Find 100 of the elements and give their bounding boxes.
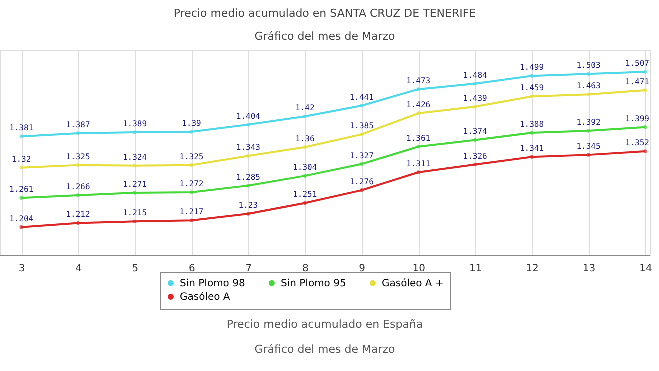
data-label: 1.439 xyxy=(463,94,488,103)
data-label: 1.204 xyxy=(10,214,34,224)
point xyxy=(473,138,478,142)
x-tick-label: 3 xyxy=(18,264,26,274)
data-label: 1.473 xyxy=(406,76,431,86)
x-tick-label: 13 xyxy=(582,264,596,274)
point xyxy=(76,221,80,226)
data-label: 1.399 xyxy=(625,114,650,124)
data-label: 1.381 xyxy=(10,124,34,133)
point xyxy=(246,122,250,127)
point xyxy=(303,146,308,150)
point xyxy=(530,131,534,135)
data-label: 1.36 xyxy=(296,134,315,144)
point xyxy=(416,88,420,92)
x-tick-label: 6 xyxy=(189,264,196,274)
data-label: 1.325 xyxy=(180,152,204,162)
point xyxy=(416,144,420,149)
point xyxy=(190,190,194,194)
data-label: 1.304 xyxy=(293,163,318,172)
point xyxy=(190,163,194,168)
text: Gráfico del mes de Marzo xyxy=(254,343,396,356)
data-label: 1.459 xyxy=(520,84,544,93)
data-label: 1.272 xyxy=(180,179,204,188)
x-tick-label: 14 xyxy=(640,264,652,274)
point xyxy=(133,130,137,134)
data-label: 1.499 xyxy=(520,63,544,72)
point xyxy=(586,129,591,133)
data-label: 1.39 xyxy=(182,119,202,128)
point xyxy=(644,126,648,130)
data-label: 1.217 xyxy=(180,208,204,217)
x-tick-label: 4 xyxy=(76,264,82,274)
point xyxy=(246,184,250,188)
data-label: 1.326 xyxy=(463,152,488,161)
data-label: 1.325 xyxy=(66,152,90,162)
point xyxy=(473,105,478,109)
point xyxy=(530,74,534,78)
data-label: 1.251 xyxy=(293,190,318,200)
point xyxy=(246,212,250,216)
data-label: 1.352 xyxy=(625,138,650,148)
data-label: 1.42 xyxy=(296,104,315,113)
point xyxy=(20,196,24,200)
point xyxy=(473,162,478,167)
x-tick-label: 7 xyxy=(246,264,252,274)
point xyxy=(133,191,137,195)
data-label: 1.507 xyxy=(625,59,650,68)
point xyxy=(303,174,308,178)
data-label: 1.503 xyxy=(576,61,601,70)
point xyxy=(303,201,308,206)
point xyxy=(190,130,194,134)
point xyxy=(586,72,591,76)
point xyxy=(76,194,80,198)
legend-label: Sin Plomo 98 xyxy=(180,278,246,290)
data-label: 1.271 xyxy=(122,180,148,189)
point xyxy=(20,225,24,230)
point xyxy=(133,164,137,168)
data-label: 1.276 xyxy=(350,177,374,186)
data-label: 1.385 xyxy=(350,122,374,131)
data-label: 1.471 xyxy=(625,77,650,86)
data-label: 1.324 xyxy=(122,152,148,162)
x-tick-label: 9 xyxy=(359,264,366,274)
point xyxy=(190,218,194,223)
point xyxy=(644,88,648,92)
data-label: 1.285 xyxy=(236,172,261,182)
data-label: 1.215 xyxy=(122,208,148,218)
x-tick-label: 11 xyxy=(469,264,482,274)
x-tick-label: 12 xyxy=(526,264,539,274)
x-tick-label: 10 xyxy=(412,264,426,274)
point xyxy=(20,134,24,138)
point xyxy=(586,153,591,157)
data-label: 1.341 xyxy=(520,144,544,154)
point xyxy=(586,92,591,96)
point xyxy=(76,132,80,136)
point xyxy=(473,82,478,86)
point xyxy=(644,70,648,74)
point xyxy=(360,132,364,136)
legend-label: Gasóleo A + xyxy=(382,278,444,290)
point xyxy=(246,154,250,158)
data-label: 1.361 xyxy=(406,134,431,143)
text: Precio medio acumulado en España xyxy=(226,318,424,331)
x-tick-label: 8 xyxy=(302,264,309,274)
data-label: 1.463 xyxy=(576,82,601,91)
point xyxy=(76,163,80,168)
data-label: 1.32 xyxy=(12,154,32,164)
data-label: 1.392 xyxy=(576,118,601,127)
point xyxy=(416,170,420,174)
legend-label: Sin Plomo 95 xyxy=(281,278,346,290)
data-label: 1.261 xyxy=(10,185,34,194)
x-tick-label: 5 xyxy=(132,264,139,274)
legend-label: Gasóleo A xyxy=(180,292,230,303)
data-label: 1.212 xyxy=(66,210,90,220)
data-label: 1.404 xyxy=(236,112,261,121)
data-label: 1.387 xyxy=(66,120,90,130)
point xyxy=(303,114,308,118)
data-label: 1.441 xyxy=(350,92,374,102)
point xyxy=(133,220,137,224)
data-label: 1.23 xyxy=(238,201,258,210)
chart-title: Precio medio acumulado en SANTA CRUZ DE TENERIFE xyxy=(174,7,476,20)
point xyxy=(360,188,364,192)
data-label: 1.388 xyxy=(520,120,544,130)
data-label: 1.266 xyxy=(66,182,90,192)
